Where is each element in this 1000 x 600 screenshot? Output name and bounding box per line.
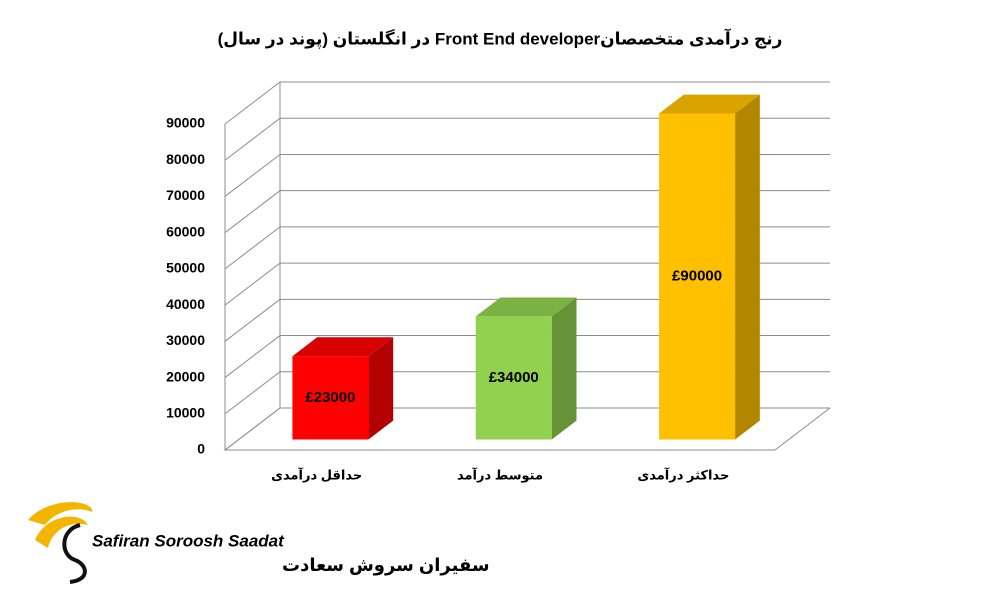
grid-line <box>224 226 830 270</box>
x-tick-label: متوسط درآمد <box>457 466 543 482</box>
x-tick-label: حداکثر درآمدی <box>637 466 729 482</box>
grid-line <box>224 335 830 378</box>
y-tick-label: 40000 <box>166 296 205 312</box>
bar-top <box>292 337 394 357</box>
y-tick-label: 80000 <box>166 151 205 167</box>
bar-group: £90000 <box>659 94 760 440</box>
x-tick-label: حداقل درآمدی <box>271 466 362 482</box>
bar-side <box>735 94 760 440</box>
value-label: £34000 <box>489 369 539 386</box>
bar-side <box>368 337 394 440</box>
grid-line <box>224 190 830 234</box>
logo-wing <box>28 502 93 525</box>
y-tick-label: 70000 <box>166 187 205 203</box>
bar-top <box>659 94 760 114</box>
grid-line <box>224 117 830 161</box>
value-label: £90000 <box>672 267 722 284</box>
y-tick-label: 50000 <box>166 260 205 276</box>
grid-line <box>224 81 830 125</box>
y-tick-label: 60000 <box>166 223 205 239</box>
logo: Safiran Soroosh Saadat سفیران سروش سعادت <box>28 502 490 584</box>
logo-name: Safiran Soroosh Saadat <box>92 531 285 550</box>
y-tick-label: 10000 <box>166 404 205 420</box>
grid-line <box>224 298 830 342</box>
grid-line <box>224 153 830 197</box>
grid-line <box>224 407 830 451</box>
bar-group: £34000 <box>475 297 577 440</box>
logo-swirl <box>62 523 87 584</box>
grid-line <box>224 262 830 306</box>
value-label: £23000 <box>305 389 355 406</box>
chart-title: رنج درآمدی متخصصانFront End developer در… <box>218 27 783 49</box>
bar-group: £23000 <box>292 337 394 440</box>
logo-name-fa: سفیران سروش سعادت <box>282 555 490 576</box>
grid-line <box>224 371 830 415</box>
bar <box>292 356 369 440</box>
y-tick-label: 20000 <box>166 368 205 384</box>
bar <box>475 316 552 440</box>
bar <box>659 113 736 440</box>
y-tick-label: 30000 <box>166 332 205 348</box>
y-tick-label: 90000 <box>166 115 205 131</box>
bar-top <box>475 297 577 317</box>
logo-wing <box>35 516 88 548</box>
y-tick-label: 0 <box>197 441 205 457</box>
bar-side <box>551 297 577 440</box>
